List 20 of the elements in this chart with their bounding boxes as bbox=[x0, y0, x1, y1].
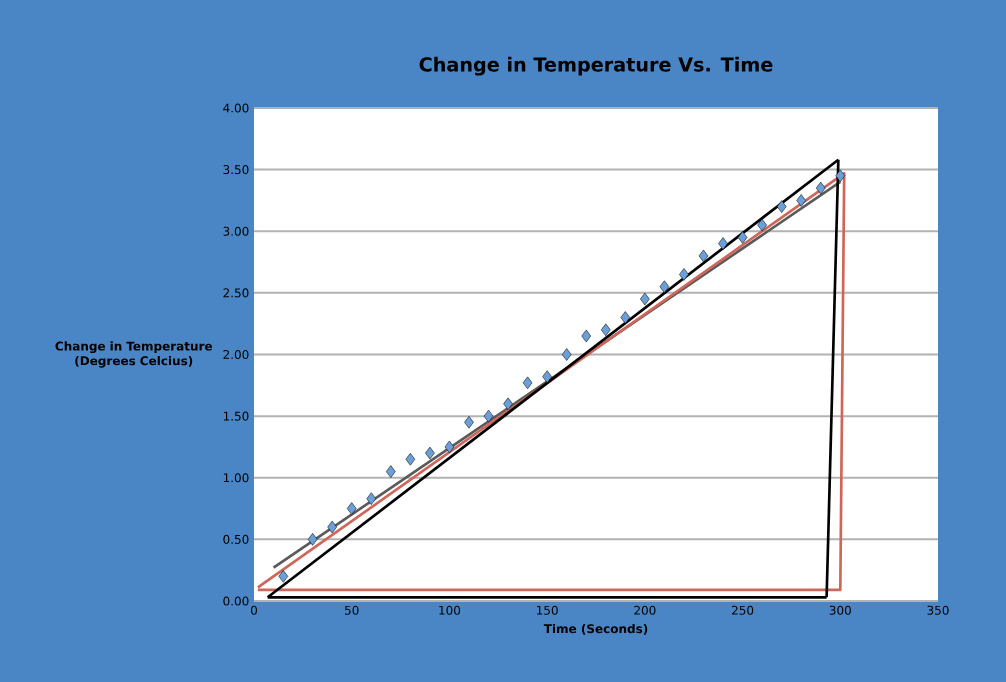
y-tick-label: 0.00 bbox=[223, 596, 249, 606]
x-tick-label: 50 bbox=[345, 605, 359, 615]
y-tick-label: 1.50 bbox=[223, 411, 249, 421]
x-tick-label: 200 bbox=[634, 605, 656, 615]
y-tick-label: 1.00 bbox=[223, 473, 249, 483]
y-tick-label: 4.00 bbox=[223, 103, 249, 113]
x-tick-label: 300 bbox=[829, 605, 851, 615]
x-tick-label: 0 bbox=[250, 605, 258, 615]
y-tick-label: 3.00 bbox=[223, 226, 249, 236]
x-tick-label: 150 bbox=[537, 605, 558, 615]
x-axis-title: Time (Seconds) bbox=[543, 623, 648, 635]
y-tick-label: 2.00 bbox=[223, 349, 249, 360]
y-tick-label: 2.50 bbox=[223, 288, 249, 298]
y-axis-title: Change in Temperature (Degrees Celcius) bbox=[55, 341, 213, 368]
chart-title: Change in Temperature Vs. Time bbox=[419, 56, 773, 76]
y-tick-label: 3.50 bbox=[223, 165, 249, 175]
x-tick-label: 350 bbox=[927, 605, 949, 615]
y-tick-label: 0.50 bbox=[223, 534, 249, 544]
x-tick-label: 250 bbox=[732, 605, 754, 615]
x-tick-label: 100 bbox=[439, 605, 461, 615]
